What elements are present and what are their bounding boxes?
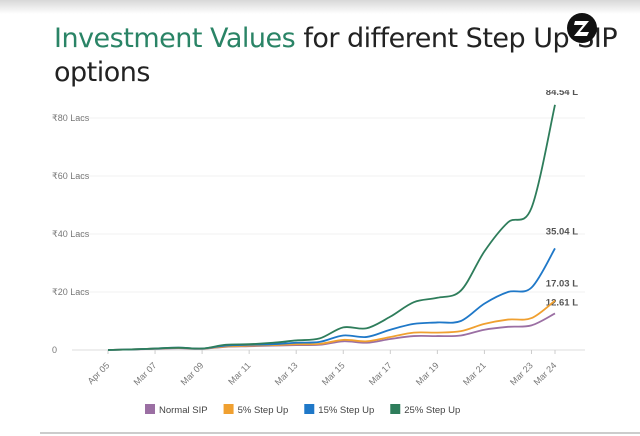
end-value-label: 35.04 L <box>546 226 578 237</box>
divider <box>40 432 640 434</box>
x-tick-label: Mar 15 <box>320 360 347 387</box>
end-value-label: 84.54 L <box>546 90 578 98</box>
end-value-label: 12.61 L <box>546 297 578 308</box>
x-tick-label: Mar 07 <box>132 360 159 387</box>
x-tick-label: Mar 24 <box>532 360 559 387</box>
z-logo-icon <box>567 13 597 43</box>
legend-swatch <box>145 404 155 414</box>
chart-title: Investment Values for different Step Up … <box>54 22 640 90</box>
legend-label: 15% Step Up <box>318 405 374 416</box>
y-tick-label: 0 <box>52 345 57 355</box>
x-tick-label: Mar 17 <box>367 360 394 387</box>
x-tick-label: Mar 11 <box>226 360 252 386</box>
x-tick-label: Apr 05 <box>86 360 112 386</box>
y-tick-label: ₹40 Lacs <box>52 229 90 239</box>
legend-label: Normal SIP <box>159 405 208 416</box>
title-highlight: Investment Values <box>54 23 296 54</box>
legend-swatch <box>304 404 315 414</box>
end-value-label: 17.03 L <box>546 279 578 290</box>
x-tick-label: Mar 19 <box>414 360 441 387</box>
x-tick-label: Mar 23 <box>508 360 535 387</box>
top-shade <box>0 0 640 14</box>
x-tick-label: Mar 13 <box>273 360 300 387</box>
legend-label: 25% Step Up <box>404 405 460 416</box>
y-tick-label: ₹60 Lacs <box>52 171 90 181</box>
line-chart: 0 ₹20 Lacs ₹40 Lacs ₹60 Lacs ₹80 Lacs Apr 05 M… <box>52 90 585 416</box>
x-tick-label: Mar 21 <box>461 360 488 387</box>
y-tick-label: ₹20 Lacs <box>52 287 90 297</box>
legend-swatch <box>390 404 401 414</box>
legend-swatch <box>223 404 234 414</box>
legend-label: 5% Step Up <box>238 405 289 416</box>
x-tick-label: Mar 09 <box>179 360 206 387</box>
series-line-5-step-up <box>107 299 556 351</box>
series-line-15-step-up <box>107 247 556 351</box>
series-line-25-step-up <box>107 104 556 351</box>
y-tick-label: ₹80 Lacs <box>52 113 90 123</box>
title-rest: for different Step Up SIP options <box>54 23 618 88</box>
